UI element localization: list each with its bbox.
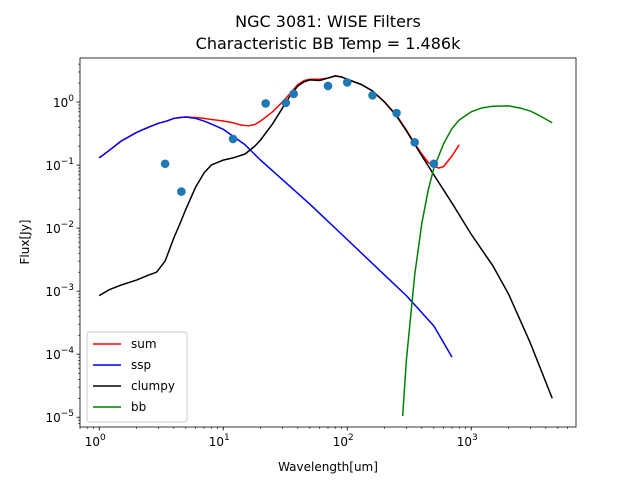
y-axis-label: Flux[Jy] [18,220,32,265]
y-tick-label: 10−3 [45,283,74,299]
chart-subtitle: Characteristic BB Temp = 1.486k [196,34,461,53]
legend-label-clumpy: clumpy [131,379,175,393]
data-point [392,108,401,118]
x-tick-label: 102 [333,433,354,449]
data-point [410,137,419,147]
x-tick-label: 101 [209,433,230,449]
legend-label-bb: bb [131,400,146,414]
legend-box [86,331,188,423]
data-point [177,187,186,196]
data-point [429,159,439,169]
chart-title: NGC 3081: WISE Filters [235,12,421,31]
legend-label-sum: sum [131,337,157,351]
y-tick-label: 10−1 [45,157,74,173]
series-line-ssp [98,116,453,358]
observed-points [160,78,439,196]
data-point [342,78,352,87]
data-point [368,91,377,100]
plot-frame [79,57,577,428]
y-tick-label: 10−5 [45,409,74,425]
data-point [281,98,291,108]
data-point [323,81,333,91]
legend-label-ssp: ssp [131,358,151,372]
x-tick-label: 103 [457,433,478,449]
series-line-bb [401,105,553,416]
legend: sum ssp clumpy bb [86,331,188,423]
y-tick-label: 100 [53,94,74,110]
axis-ticks: 100 101 102 103 10−5 10−4 10−3 10−2 10−1 100 [45,63,568,449]
y-tick-label: 10−2 [45,220,74,236]
data-point [289,89,298,99]
x-tick-label: 100 [85,433,106,449]
y-tick-label: 10−4 [45,346,74,362]
data-point [160,159,170,169]
data-point [228,134,238,144]
data-point [261,99,270,108]
x-axis-label: Wavelength[um] [278,460,378,474]
